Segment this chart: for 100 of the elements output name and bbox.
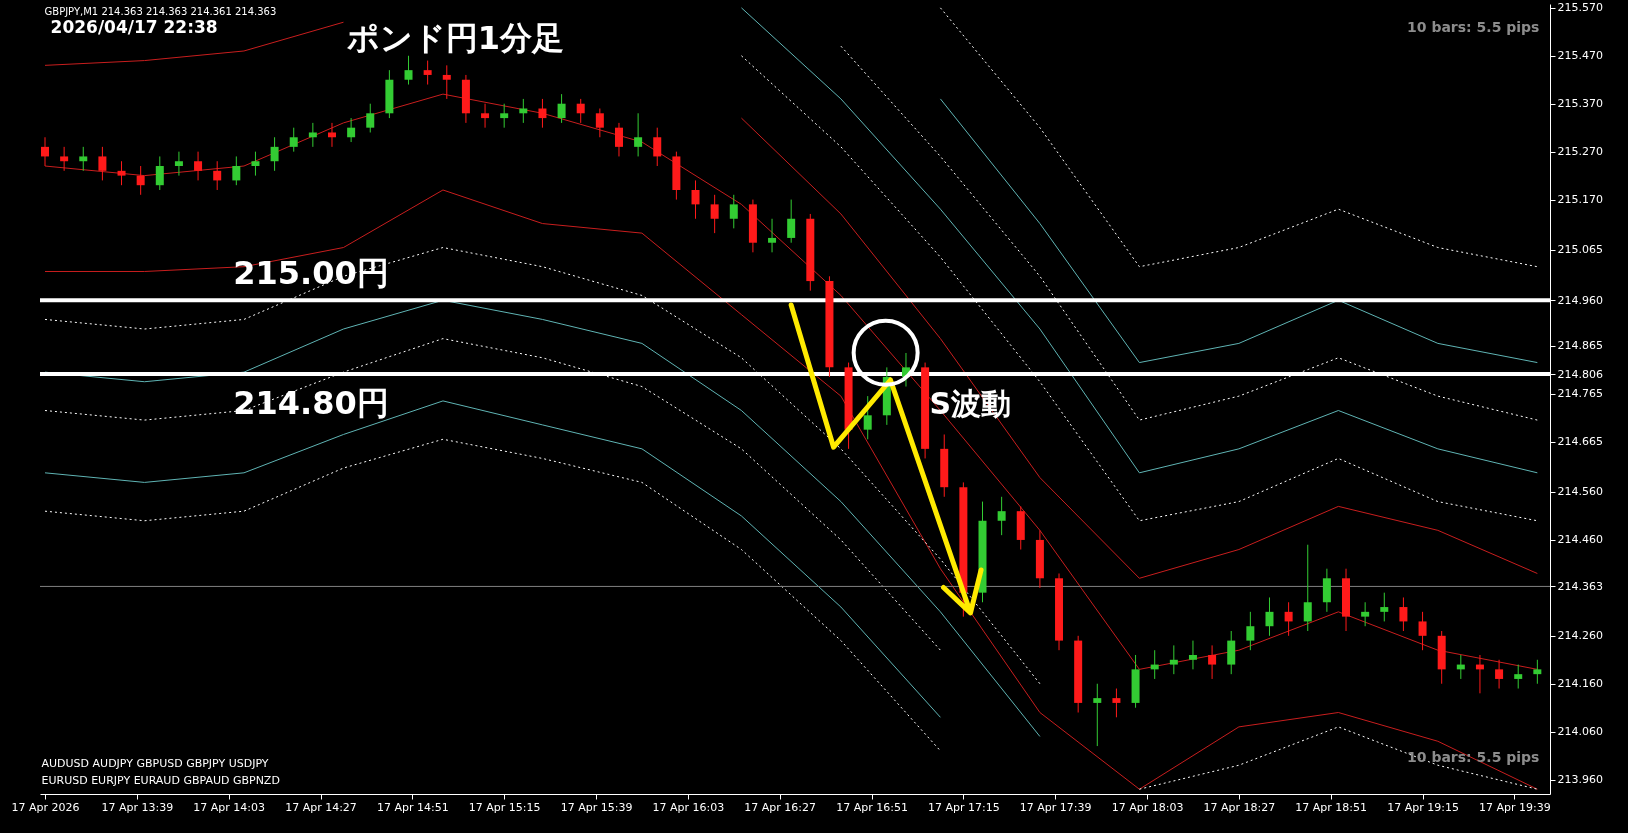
- candlestick: [729, 194, 738, 229]
- y-tick-label: 214.665: [1557, 435, 1603, 449]
- y-tick-label: 214.260: [1557, 629, 1603, 643]
- x-tick-label: 17 Apr 19:39: [1479, 800, 1551, 814]
- candlestick: [557, 93, 566, 124]
- x-tick-label: 17 Apr 18:03: [1111, 800, 1184, 814]
- x-tick-label: 17 Apr 14:27: [285, 800, 357, 814]
- y-tick-label: 215.370: [1557, 97, 1603, 111]
- candlestick: [614, 122, 623, 157]
- candlestick: [1112, 688, 1121, 718]
- candlestick: [1418, 611, 1427, 651]
- annotation: 2026/04/17 22:38: [50, 16, 218, 37]
- y-tick-label: 214.460: [1557, 533, 1603, 547]
- candlestick: [1322, 568, 1331, 613]
- candlestick: [1265, 596, 1274, 637]
- candlestick: [174, 151, 183, 177]
- x-tick-label: 17 Apr 15:39: [560, 800, 633, 814]
- annotation: S波動: [929, 385, 1011, 421]
- annotation: AUDUSD AUDJPY GBPUSD GBPJPY USDJPY: [41, 756, 269, 770]
- y-tick-label: 215.270: [1557, 145, 1603, 159]
- candlestick: [442, 64, 451, 100]
- y-tick-label: 215.170: [1557, 193, 1603, 207]
- candlestick: [481, 103, 490, 129]
- candlestick: [366, 103, 375, 133]
- candlestick: [787, 199, 796, 244]
- candlestick: [1227, 630, 1236, 675]
- candlestick: [997, 496, 1006, 536]
- annotation: GBPJPY,M1 214.363 214.363 214.361 214.363: [44, 5, 277, 17]
- line-series: [939, 7, 1538, 268]
- candlestick: [1284, 601, 1293, 637]
- candlestick: [194, 151, 203, 181]
- candlestick: [117, 160, 126, 186]
- annotation: EURUSD EURJPY EURAUD GBPAUD GBPNZD: [41, 774, 280, 788]
- candlestick: [232, 155, 241, 186]
- candlestick: [60, 146, 69, 172]
- candlestick: [710, 194, 719, 234]
- candlestick: [691, 179, 700, 220]
- candlestick: [1514, 664, 1523, 690]
- x-tick-label: 17 Apr 2026: [11, 800, 80, 814]
- candlestick: [1246, 611, 1255, 651]
- x-tick-label: 17 Apr 17:39: [1019, 800, 1092, 814]
- line-series: [939, 98, 1538, 364]
- x-tick-label: 17 Apr 14:51: [376, 800, 449, 814]
- x-tick-label: 17 Apr 14:03: [193, 800, 266, 814]
- candlestick: [653, 127, 662, 167]
- candlestick: [1208, 644, 1217, 680]
- candlestick: [155, 155, 164, 191]
- x-tick-label: 17 Apr 16:51: [836, 800, 908, 814]
- candlestick: [404, 55, 413, 86]
- candlestick: [595, 108, 604, 138]
- y-tick-label: 214.363: [1557, 579, 1603, 593]
- candlestick: [41, 136, 49, 167]
- annotation: 10 bars: 5.5 pips: [1407, 749, 1540, 766]
- candlestick: [79, 146, 88, 172]
- x-tick-label: 17 Apr 18:51: [1295, 800, 1368, 814]
- y-tick-label: 214.560: [1557, 485, 1603, 499]
- x-tick-label: 17 Apr 13:39: [101, 800, 174, 814]
- y-tick-label: 215.570: [1557, 1, 1603, 15]
- x-tick-label: 17 Apr 16:03: [652, 800, 725, 814]
- candlestick: [1169, 644, 1178, 675]
- y-tick-label: 215.470: [1557, 49, 1603, 63]
- y-tick-label: 214.865: [1557, 339, 1603, 353]
- y-tick-label: 214.806: [1557, 367, 1603, 381]
- candlestick: [634, 112, 643, 157]
- candlestick: [1533, 659, 1542, 685]
- line-series: [740, 7, 1538, 474]
- y-tick-label: 214.160: [1557, 677, 1603, 691]
- candlestick: [1303, 544, 1312, 632]
- candlestick: [1399, 596, 1408, 632]
- candlestick: [327, 122, 336, 148]
- candlestick: [768, 218, 777, 253]
- candlestick: [423, 60, 432, 86]
- candlestick: [308, 122, 317, 148]
- ref-line-label: 214.80円: [233, 384, 389, 423]
- candlestick: [251, 151, 260, 177]
- candlestick: [270, 136, 279, 172]
- y-tick-label: 214.960: [1557, 293, 1603, 307]
- candlestick: [347, 117, 356, 143]
- y-tick-label: 213.960: [1557, 773, 1603, 787]
- candlestick: [289, 127, 298, 153]
- x-tick-label: 17 Apr 15:15: [468, 800, 541, 814]
- candlestick: [538, 98, 547, 129]
- ref-line-label: 215.00円: [233, 254, 389, 293]
- x-tick-label: 17 Apr 18:27: [1203, 800, 1276, 814]
- x-tick-label: 17 Apr 17:15: [928, 800, 1000, 814]
- candlestick: [1093, 683, 1102, 747]
- candlestick: [1361, 601, 1370, 627]
- line-series: [44, 438, 941, 752]
- candlestick: [1380, 592, 1389, 622]
- candlestick: [576, 98, 585, 124]
- x-tick-label: 17 Apr 19:15: [1387, 800, 1459, 814]
- annotation: 10 bars: 5.5 pips: [1407, 18, 1540, 35]
- candlestick: [1495, 659, 1504, 690]
- candlestick: [98, 146, 107, 181]
- candlestick: [213, 160, 222, 191]
- x-tick-label: 17 Apr 16:27: [744, 800, 817, 814]
- text: ポンド円1分足: [346, 18, 564, 57]
- y-tick-label: 215.065: [1557, 243, 1603, 257]
- y-tick-label: 214.060: [1557, 725, 1603, 739]
- y-tick-label: 214.765: [1557, 387, 1603, 401]
